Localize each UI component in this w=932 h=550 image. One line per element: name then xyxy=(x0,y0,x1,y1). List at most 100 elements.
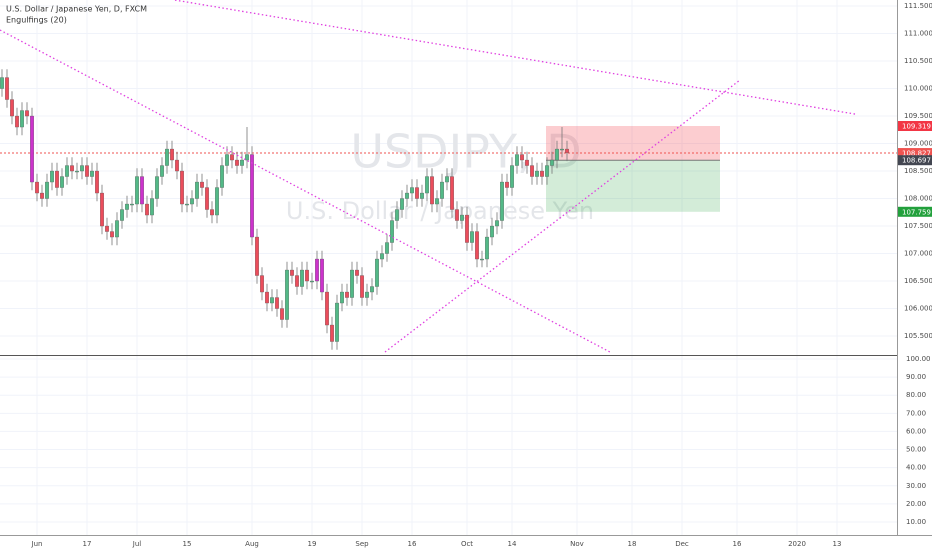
price-tag xyxy=(898,155,932,166)
candle-body xyxy=(410,187,414,194)
candle-body xyxy=(45,181,49,199)
y-tick-label: 111.500 xyxy=(904,2,932,10)
x-tick-label: 16 xyxy=(733,540,742,548)
y-tick-label: 105.500 xyxy=(904,332,932,340)
y2-tick-label: 40.00 xyxy=(906,464,926,472)
candle-body xyxy=(165,148,169,166)
candle-body xyxy=(65,165,69,177)
y2-tick-label: 50.00 xyxy=(906,446,926,454)
target-zone xyxy=(546,160,720,212)
candle-body xyxy=(390,220,394,243)
candle-body xyxy=(0,77,4,89)
y-tick-label: 107.000 xyxy=(904,250,932,258)
candle-body xyxy=(175,159,179,172)
candle-body xyxy=(430,176,434,205)
candle-body xyxy=(160,165,164,177)
candle-body xyxy=(435,198,439,205)
x-tick-label: Aug xyxy=(245,540,259,548)
candle-body xyxy=(170,148,174,161)
candle-body xyxy=(415,187,419,199)
candle-body xyxy=(145,203,149,216)
candle-body xyxy=(10,99,14,117)
candle-body xyxy=(80,165,84,172)
candle-body xyxy=(195,181,199,199)
y2-tick-label: 60.00 xyxy=(906,427,926,435)
candle-body xyxy=(130,203,134,206)
candle-body xyxy=(340,291,344,304)
x-tick-label: 14 xyxy=(508,540,517,548)
candle-body xyxy=(90,170,94,177)
candle-body xyxy=(455,209,459,221)
y-tick-label: 107.500 xyxy=(904,222,932,230)
x-tick-label: 18 xyxy=(628,540,637,548)
y-tick-label: 110.000 xyxy=(904,85,932,93)
candle-body xyxy=(445,176,449,183)
candle-body xyxy=(395,209,399,221)
y-tick-label: 108.500 xyxy=(904,167,932,175)
x-tick-label: 2020 xyxy=(788,540,806,548)
candle-body xyxy=(515,154,519,166)
candle-body xyxy=(460,214,464,221)
candle-body xyxy=(290,269,294,276)
candle-body xyxy=(485,236,489,260)
candle-body xyxy=(115,220,119,238)
candle-body xyxy=(470,231,474,243)
price-tag-label: 109.319 xyxy=(902,122,931,130)
x-tick-label: 13 xyxy=(833,540,842,548)
candle-body xyxy=(335,302,339,342)
candle-body xyxy=(225,154,229,166)
candle-body xyxy=(50,170,54,183)
candle-body xyxy=(400,198,404,210)
candle-body xyxy=(190,198,194,205)
trendline xyxy=(0,29,611,353)
y-tick-label: 106.500 xyxy=(904,277,932,285)
candle-body xyxy=(310,280,314,283)
y2-tick-label: 100.00 xyxy=(906,355,931,363)
candle-body xyxy=(295,275,299,287)
candle-body xyxy=(550,159,554,166)
price-tag xyxy=(898,148,932,159)
indicator-name: Engulfings (20) xyxy=(6,16,67,25)
candle-body xyxy=(210,209,214,216)
candle-body xyxy=(495,220,499,227)
x-tick-label: 17 xyxy=(83,540,92,548)
y2-tick-label: 30.00 xyxy=(906,482,926,490)
candle-body xyxy=(525,159,529,166)
candle-body xyxy=(30,115,34,183)
candle-body xyxy=(325,291,329,326)
candle-body xyxy=(125,203,129,210)
candle-body xyxy=(540,170,544,177)
price-tag-label: 108.827 xyxy=(902,150,931,158)
candle-body xyxy=(25,110,29,117)
candle-body xyxy=(245,154,249,161)
candle-body xyxy=(505,181,509,188)
candle-body xyxy=(535,170,539,177)
candle-body xyxy=(285,269,289,320)
candle-body xyxy=(200,181,204,188)
candle-body xyxy=(275,297,279,309)
candle-body xyxy=(95,170,99,194)
y-tick-label: 109.500 xyxy=(904,112,932,120)
candle-body xyxy=(140,176,144,205)
candle-body xyxy=(450,176,454,210)
trendline xyxy=(384,79,741,353)
stop-zone xyxy=(546,125,720,161)
price-tag xyxy=(898,120,932,131)
candle-body xyxy=(345,291,349,298)
candle-body xyxy=(55,170,59,188)
candle-body xyxy=(420,192,424,199)
candle-body xyxy=(20,110,24,128)
y2-tick-label: 90.00 xyxy=(906,373,926,381)
candle-body xyxy=(475,231,479,260)
candle-body xyxy=(215,187,219,216)
watermark: USDJPY, D xyxy=(350,125,581,179)
candle-body xyxy=(465,214,469,243)
candle-body xyxy=(300,269,304,287)
candle-body xyxy=(150,198,154,216)
price-tag xyxy=(898,206,932,217)
candle-body xyxy=(370,286,374,293)
watermark-subtitle: U.S. Dollar / Japanese Yen xyxy=(286,197,594,225)
candle-body xyxy=(220,165,224,188)
